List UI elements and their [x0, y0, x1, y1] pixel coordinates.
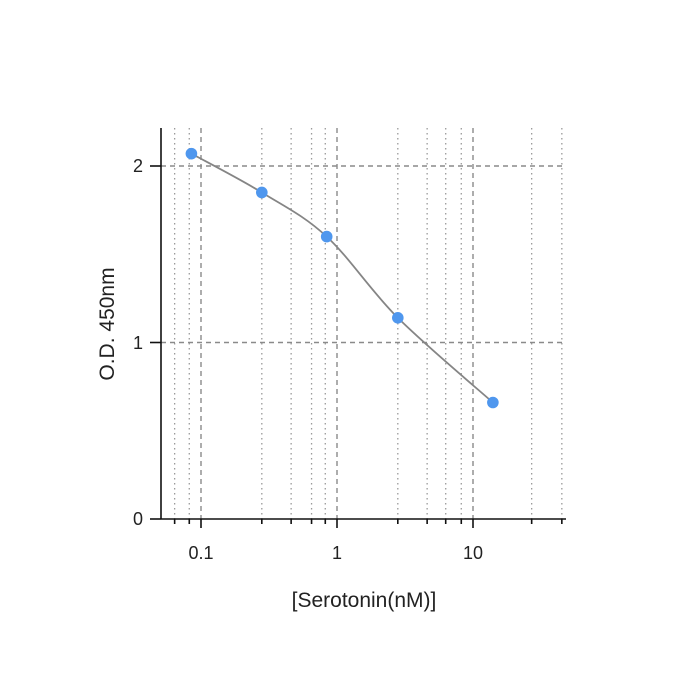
y-tick-label: 2 — [133, 156, 143, 176]
tick-labels: 0.1 1 10 0 1 2 — [133, 156, 483, 563]
grid-lines — [161, 128, 563, 519]
fit-curve — [190, 152, 494, 404]
x-tick-label: 10 — [463, 543, 483, 563]
axes — [160, 128, 566, 520]
data-point — [320, 230, 333, 243]
data-point — [256, 186, 268, 199]
y-tick-label: 0 — [133, 509, 143, 529]
x-axis-title: [Serotonin(nM)] — [292, 589, 437, 612]
axis-ticks — [150, 165, 563, 528]
data-points — [185, 147, 499, 409]
y-tick-label: 1 — [133, 333, 143, 353]
data-point — [185, 147, 198, 160]
data-point — [392, 311, 404, 324]
data-point — [487, 396, 499, 409]
x-tick-label: 0.1 — [188, 543, 213, 563]
x-tick-label: 1 — [332, 543, 342, 563]
y-axis-title: O.D. 450nm — [96, 267, 119, 380]
